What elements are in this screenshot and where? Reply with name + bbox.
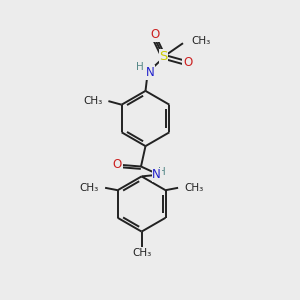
Text: O: O — [183, 56, 192, 69]
Text: CH₃: CH₃ — [83, 96, 102, 106]
Text: N: N — [146, 66, 155, 79]
Text: CH₃: CH₃ — [80, 183, 99, 193]
Text: H: H — [136, 62, 143, 72]
Text: H: H — [158, 167, 166, 177]
Text: CH₃: CH₃ — [191, 36, 211, 46]
Text: O: O — [151, 28, 160, 41]
Text: CH₃: CH₃ — [132, 248, 151, 258]
Text: N: N — [152, 168, 161, 182]
Text: S: S — [159, 50, 168, 63]
Text: O: O — [113, 158, 122, 172]
Text: CH₃: CH₃ — [184, 183, 203, 193]
